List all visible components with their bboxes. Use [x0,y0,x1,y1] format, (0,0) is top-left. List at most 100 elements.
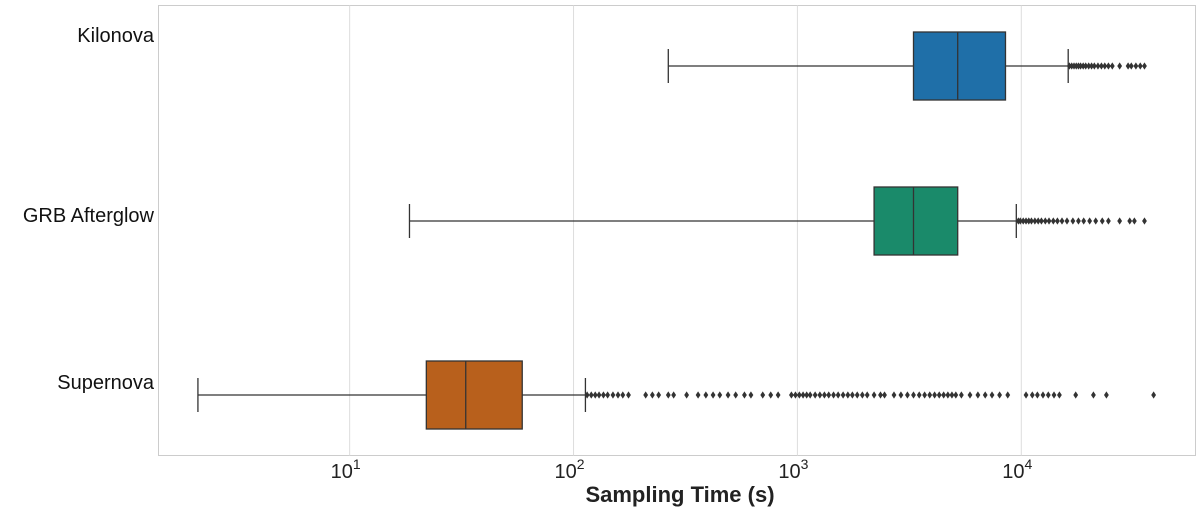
outlier-point [982,391,988,399]
outlier-point [584,391,590,399]
outlier-point [1089,62,1094,70]
outlier-point [1102,62,1108,70]
outlier-point [656,391,662,399]
outlier-point [1070,217,1076,225]
outlier-point [1039,217,1044,225]
outlier-point [800,391,806,399]
outlier-point [898,391,904,399]
category-label: GRB Afterglow [23,205,155,227]
outlier-point [1073,391,1079,399]
outlier-point [695,391,701,399]
outlier-point [882,391,887,399]
outlier-point [1059,217,1065,225]
category-label: Supernova [57,372,155,394]
outlier-point [997,391,1002,399]
outlier-point [620,391,626,399]
outlier-point [840,391,846,399]
outlier-point [1117,62,1123,70]
outlier-point [793,391,798,399]
outlier-point [1106,62,1111,70]
outlier-point [812,391,818,399]
outlier-point [941,391,947,399]
outlier-point [831,391,836,399]
outlier-point [1055,217,1060,225]
outlier-point [1099,62,1104,70]
outlier-point [911,391,916,399]
outlier-point [717,391,723,399]
outlier-point [1020,217,1026,225]
outlier-point [649,391,655,399]
box-grb-afterglow [408,186,1147,256]
outlier-point [1040,391,1046,399]
outlier-point [1127,217,1133,225]
outlier-point [1106,217,1111,225]
outlier-point [601,391,606,399]
x-tick-label: 102 [555,456,585,483]
outlier-point [859,391,865,399]
outlier-point [1133,62,1139,70]
outlier-point [1035,217,1041,225]
outlier-point [958,391,964,399]
plot-area-background [158,5,1196,456]
outlier-point [592,391,598,399]
outlier-point [949,391,955,399]
box-iqr [425,360,523,430]
outlier-point [967,391,973,399]
outlier-point [1128,62,1134,70]
outlier-point [916,391,922,399]
category-label: Kilonova [77,25,155,47]
outlier-point [1051,391,1057,399]
outlier-point [989,391,995,399]
outlier-point [605,391,611,399]
outlier-point [822,391,827,399]
outlier-point [1076,217,1081,225]
outlier-point [927,391,933,399]
outlier-point [596,391,602,399]
outlier-point [1042,217,1048,225]
x-tick-label: 101 [331,456,361,483]
outlier-point [1023,391,1029,399]
outlier-point [626,391,631,399]
outlier-point [775,391,781,399]
outlier-point [1029,217,1034,225]
outlier-point [817,391,823,399]
outlier-point [1080,62,1086,70]
outlier-point [1057,391,1062,399]
outlier-point [905,391,910,399]
outlier-point [742,391,747,399]
outlier-point [1131,217,1137,225]
outlier-point [703,391,709,399]
outlier-point [1091,391,1096,399]
outlier-point [878,391,883,399]
outlier-point [849,391,855,399]
outlier-point [804,391,810,399]
box-supernova [197,360,1157,430]
box-iqr [873,186,959,256]
outlier-point [891,391,897,399]
outlier-point [725,391,731,399]
outlier-point [936,391,942,399]
outlier-point [796,391,802,399]
outlier-point [1026,217,1032,225]
outlier-point [684,391,690,399]
x-tick-labels: 101 102 103 104 [331,456,1033,483]
outlier-point [1095,62,1101,70]
outlier-point [665,391,671,399]
outlier-point [1064,217,1070,225]
outlier-point [1125,62,1131,70]
outlier-point [864,391,870,399]
outlier-point [1032,217,1038,225]
outlier-point [1117,217,1123,225]
outlier-point [953,391,959,399]
outlier-point [1023,217,1029,225]
outlier-point [643,391,649,399]
outlier-point [1083,62,1089,70]
outlier-point [922,391,928,399]
outlier-point [610,391,616,399]
outlier-point [945,391,951,399]
outlier-point [854,391,860,399]
category-labels: Kilonova GRB Afterglow Supernova [23,25,155,394]
outlier-point [1104,391,1109,399]
outlier-point [588,391,594,399]
